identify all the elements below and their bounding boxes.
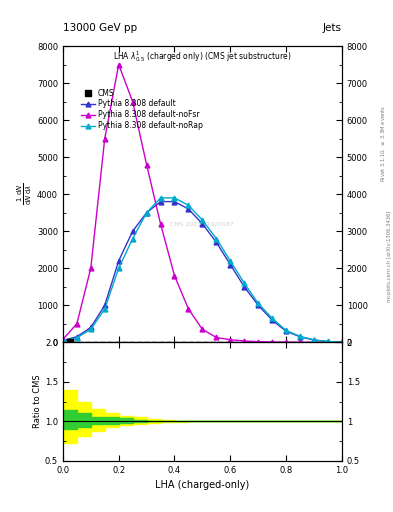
Pythia 8.308 default: [200, 221, 205, 227]
Pythia 8.308 default-noFsr: [214, 334, 219, 340]
Pythia 8.308 default: [312, 337, 316, 343]
Pythia 8.308 default: [186, 206, 191, 212]
Pythia 8.308 default: [326, 338, 331, 345]
Pythia 8.308 default-noFsr: [298, 339, 303, 345]
Pythia 8.308 default-noRap: [130, 236, 135, 242]
Pythia 8.308 default-noRap: [326, 338, 331, 345]
Pythia 8.308 default-noFsr: [116, 61, 121, 68]
Text: Jets: Jets: [323, 23, 342, 33]
Pythia 8.308 default: [270, 317, 275, 323]
Pythia 8.308 default-noFsr: [312, 339, 316, 345]
Line: Pythia 8.308 default: Pythia 8.308 default: [61, 199, 344, 345]
Pythia 8.308 default-noRap: [158, 195, 163, 201]
Pythia 8.308 default: [256, 302, 261, 308]
Pythia 8.308 default-noRap: [256, 301, 261, 307]
Pythia 8.308 default: [340, 339, 344, 345]
Pythia 8.308 default-noRap: [228, 258, 233, 264]
Legend: CMS, Pythia 8.308 default, Pythia 8.308 default-noFsr, Pythia 8.308 default-noRa: CMS, Pythia 8.308 default, Pythia 8.308 …: [78, 86, 206, 133]
Pythia 8.308 default: [88, 325, 93, 331]
Pythia 8.308 default-noRap: [102, 306, 107, 312]
Pythia 8.308 default-noRap: [61, 338, 65, 344]
Line: Pythia 8.308 default-noRap: Pythia 8.308 default-noRap: [61, 196, 344, 345]
Pythia 8.308 default-noRap: [298, 333, 303, 339]
Pythia 8.308 default: [214, 239, 219, 245]
Pythia 8.308 default-noFsr: [102, 136, 107, 142]
Pythia 8.308 default: [158, 199, 163, 205]
Pythia 8.308 default: [298, 334, 303, 340]
Pythia 8.308 default-noRap: [75, 335, 79, 341]
Pythia 8.308 default: [144, 209, 149, 216]
Pythia 8.308 default-noFsr: [61, 336, 65, 343]
Pythia 8.308 default-noFsr: [270, 339, 275, 345]
Pythia 8.308 default-noFsr: [284, 339, 288, 345]
Pythia 8.308 default-noRap: [214, 236, 219, 242]
Text: CMS 2021_I1920187: CMS 2021_I1920187: [171, 221, 234, 227]
Y-axis label: Ratio to CMS: Ratio to CMS: [33, 375, 42, 429]
Pythia 8.308 default-noFsr: [158, 221, 163, 227]
Point: [67, 338, 73, 347]
Text: 13000 GeV pp: 13000 GeV pp: [63, 23, 137, 33]
Text: mcplots.cern.ch [arXiv:1306.3436]: mcplots.cern.ch [arXiv:1306.3436]: [387, 210, 391, 302]
Pythia 8.308 default-noRap: [172, 195, 177, 201]
Y-axis label: $\frac{1}{\mathrm{d}N}\frac{\mathrm{d}N}{\mathrm{d}\lambda}$: $\frac{1}{\mathrm{d}N}\frac{\mathrm{d}N}…: [16, 183, 34, 205]
Pythia 8.308 default: [130, 228, 135, 234]
Pythia 8.308 default: [228, 262, 233, 268]
Pythia 8.308 default-noFsr: [144, 161, 149, 167]
Text: Rivet 3.1.10, $\geq$ 3.3M events: Rivet 3.1.10, $\geq$ 3.3M events: [379, 105, 387, 182]
Pythia 8.308 default-noRap: [270, 315, 275, 322]
Pythia 8.308 default-noRap: [340, 339, 344, 345]
Pythia 8.308 default-noRap: [88, 326, 93, 332]
Pythia 8.308 default-noFsr: [242, 338, 247, 344]
Pythia 8.308 default-noRap: [116, 265, 121, 271]
Pythia 8.308 default-noFsr: [326, 339, 331, 346]
Pythia 8.308 default-noRap: [186, 202, 191, 208]
Pythia 8.308 default-noFsr: [256, 338, 261, 345]
Pythia 8.308 default: [75, 334, 79, 340]
Pythia 8.308 default: [284, 328, 288, 334]
Pythia 8.308 default-noRap: [200, 217, 205, 223]
Pythia 8.308 default: [242, 284, 247, 290]
Pythia 8.308 default-noFsr: [172, 272, 177, 279]
Pythia 8.308 default-noFsr: [200, 326, 205, 332]
Pythia 8.308 default-noFsr: [75, 321, 79, 327]
Text: LHA $\lambda^{1}_{0.5}$ (charged only) (CMS jet substructure): LHA $\lambda^{1}_{0.5}$ (charged only) (…: [113, 49, 292, 64]
Pythia 8.308 default: [61, 337, 65, 344]
Pythia 8.308 default: [102, 302, 107, 308]
Pythia 8.308 default-noFsr: [228, 337, 233, 343]
Pythia 8.308 default: [116, 258, 121, 264]
Pythia 8.308 default-noFsr: [88, 265, 93, 271]
X-axis label: LHA (charged-only): LHA (charged-only): [155, 480, 250, 490]
Pythia 8.308 default-noRap: [284, 327, 288, 333]
Line: Pythia 8.308 default-noFsr: Pythia 8.308 default-noFsr: [61, 62, 344, 345]
Pythia 8.308 default-noRap: [144, 209, 149, 216]
Pythia 8.308 default: [172, 199, 177, 205]
Pythia 8.308 default-noRap: [242, 280, 247, 286]
Pythia 8.308 default-noRap: [312, 337, 316, 343]
Pythia 8.308 default-noFsr: [130, 98, 135, 104]
Pythia 8.308 default-noFsr: [340, 339, 344, 346]
Pythia 8.308 default-noFsr: [186, 306, 191, 312]
